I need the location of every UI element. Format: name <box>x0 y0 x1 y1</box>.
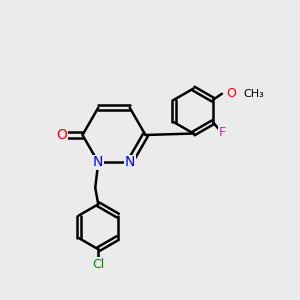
Text: O: O <box>56 128 67 142</box>
Text: CH₃: CH₃ <box>243 89 264 99</box>
Text: N: N <box>124 155 135 169</box>
Text: O: O <box>226 87 236 100</box>
Text: F: F <box>218 126 226 139</box>
Text: Cl: Cl <box>92 258 104 271</box>
Text: N: N <box>93 155 104 169</box>
